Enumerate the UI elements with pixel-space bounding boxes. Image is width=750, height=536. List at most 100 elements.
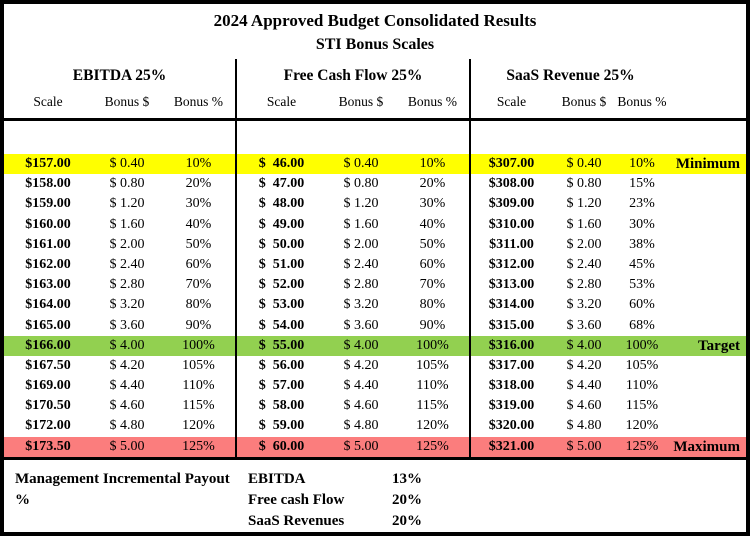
column-header-bonus-percent: Bonus % [173, 94, 224, 109]
row-label: Maximum [673, 438, 740, 455]
table-row: $167.50 $ 4.20 105% $ 56.00 $ 4.20 105% $317.0… [4, 356, 746, 376]
bonus-percent-cell: 70% [185, 277, 212, 293]
bonus-percent-cell: 120% [182, 418, 215, 434]
bonus-percent-cell: 125% [416, 438, 449, 454]
table-row: $157.00 $ 0.40 10% $ 46.00 $ 0.40 10% $307.00 $… [4, 154, 746, 175]
table-row: $162.00 $ 2.40 60% $ 51.00 $ 2.40 60% $312.00 $… [4, 255, 746, 275]
scale-cell: $159.00 [25, 196, 71, 212]
scale-cell: $311.00 [489, 236, 534, 252]
bonus-amount-cell: $ 4.60 [343, 398, 379, 414]
bonus-amount-cell: $ 1.20 [566, 196, 602, 212]
bonus-percent-cell: 20% [185, 176, 212, 192]
table-row: $170.50 $ 4.60 115% $ 58.00 $ 4.60 115% $319.0… [4, 396, 746, 416]
section-header-row: EBITDA 25% Free Cash Flow 25% SaaS Reven… [4, 56, 746, 89]
bonus-amount-cell: $ 2.00 [343, 236, 379, 252]
scale-cell: $164.00 [25, 297, 71, 313]
row-label: Minimum [675, 156, 740, 172]
bonus-amount-cell: $ 3.20 [343, 297, 379, 313]
footer-item-value: 13% [392, 470, 422, 487]
bonus-percent-cell: 80% [185, 297, 212, 313]
scale-cell: $162.00 [25, 256, 71, 272]
bonus-percent-cell: 68% [629, 317, 655, 333]
bonus-amount-cell: $ 3.20 [566, 297, 602, 313]
column-header-scale: Scale [33, 94, 63, 109]
bonus-percent-cell: 30% [419, 196, 446, 212]
bonus-percent-cell: 105% [416, 357, 449, 373]
bonus-percent-cell: 50% [185, 236, 212, 252]
bonus-percent-cell: 10% [629, 156, 655, 171]
bonus-amount-cell: $ 1.20 [343, 196, 379, 212]
bonus-amount-cell: $ 4.40 [109, 378, 145, 394]
bonus-percent-cell: 105% [625, 357, 659, 373]
bonus-amount-cell: $ 2.80 [109, 277, 145, 293]
bonus-percent-cell: 120% [416, 418, 449, 434]
table-row: $158.00 $ 0.80 20% $ 47.00 $ 0.80 20% $308.00 $… [4, 174, 746, 194]
footer-item-value: 20% [392, 512, 422, 529]
bonus-amount-cell: $ 4.20 [566, 357, 602, 373]
bonus-amount-cell: $ 0.80 [566, 176, 602, 192]
bonus-percent-cell: 70% [419, 277, 446, 293]
label-column-spacer [668, 89, 746, 118]
scale-cell: $319.00 [488, 398, 535, 414]
bonus-amount-cell: $ 3.60 [109, 317, 145, 333]
bonus-percent-cell: 100% [182, 337, 215, 353]
bonus-amount-cell: $ 2.80 [343, 277, 379, 293]
bonus-amount-cell: $ 1.60 [566, 216, 602, 232]
footer-item: SaaS Revenues 20% [248, 511, 422, 532]
bonus-amount-cell: $ 0.40 [343, 156, 379, 171]
scale-cell: $315.00 [488, 317, 535, 333]
scale-cell: $ 49.00 [258, 216, 305, 232]
bonus-amount-cell: $ 5.00 [343, 438, 379, 454]
row-label [668, 295, 746, 315]
scale-cell: $310.00 [488, 216, 535, 232]
page-title: 2024 Approved Budget Consolidated Result… [213, 11, 537, 30]
table-row: $163.00 $ 2.80 70% $ 52.00 $ 2.80 70% $313.00 $… [4, 275, 746, 295]
bonus-percent-cell: 30% [185, 196, 212, 212]
scale-cell: $167.50 [25, 357, 71, 373]
row-label [668, 376, 746, 396]
scale-cell: $313.00 [488, 277, 535, 293]
bonus-percent-cell: 115% [416, 398, 449, 414]
footer-heading: Management Incremental Payout % [15, 470, 230, 508]
bonus-percent-cell: 80% [419, 297, 446, 313]
scale-cell: $314.00 [488, 297, 535, 313]
bonus-percent-cell: 60% [419, 256, 446, 272]
bonus-amount-cell: $ 4.40 [343, 378, 379, 394]
bonus-percent-cell: 20% [419, 176, 446, 192]
scale-cell: $307.00 [488, 156, 535, 171]
column-header-scale: Scale [496, 94, 527, 109]
scale-cell: $ 51.00 [258, 256, 305, 272]
bonus-amount-cell: $ 5.00 [109, 438, 145, 454]
scale-cell: $157.00 [25, 156, 71, 171]
bonus-percent-cell: 10% [185, 156, 212, 171]
scale-cell: $ 53.00 [258, 297, 305, 313]
bonus-percent-cell: 60% [185, 256, 212, 272]
row-label [668, 356, 746, 376]
bonus-percent-cell: 125% [625, 438, 659, 454]
scale-cell: $309.00 [488, 196, 535, 212]
bonus-percent-cell: 120% [625, 418, 659, 434]
scale-cell: $169.00 [25, 378, 71, 394]
footer-items: EBITDA 13% Free cash Flow 20% SaaS Reven… [248, 469, 422, 532]
scale-cell: $ 52.00 [258, 277, 305, 293]
bonus-amount-cell: $ 3.60 [566, 317, 602, 333]
scale-cell: $160.00 [25, 216, 71, 232]
bonus-amount-cell: $ 4.60 [109, 398, 145, 414]
bonus-amount-cell: $ 2.00 [109, 236, 145, 252]
table-row: $165.00 $ 3.60 90% $ 54.00 $ 3.60 90% $315.00 $… [4, 316, 746, 336]
scale-cell: $308.00 [488, 176, 535, 192]
bonus-amount-cell: $ 4.00 [566, 337, 602, 353]
column-header-bonus-percent: Bonus % [407, 94, 458, 109]
bonus-table-body: $157.00 $ 0.40 10% $ 46.00 $ 0.40 10% $307.00 $… [4, 154, 746, 457]
column-header-bonus-percent: Bonus % [617, 94, 667, 109]
scale-cell: $173.50 [25, 438, 71, 454]
table-row: $161.00 $ 2.00 50% $ 50.00 $ 2.00 50% $311.00 $… [4, 235, 746, 255]
bonus-amount-cell: $ 0.80 [109, 176, 145, 192]
footer-item-label: EBITDA [248, 470, 306, 487]
footer-item-label: Free cash Flow [248, 491, 345, 508]
bonus-percent-cell: 45% [629, 256, 655, 272]
page-title-block: 2024 Approved Budget Consolidated Result… [4, 4, 746, 56]
bonus-percent-cell: 100% [416, 337, 449, 353]
bonus-percent-cell: 23% [629, 196, 655, 212]
